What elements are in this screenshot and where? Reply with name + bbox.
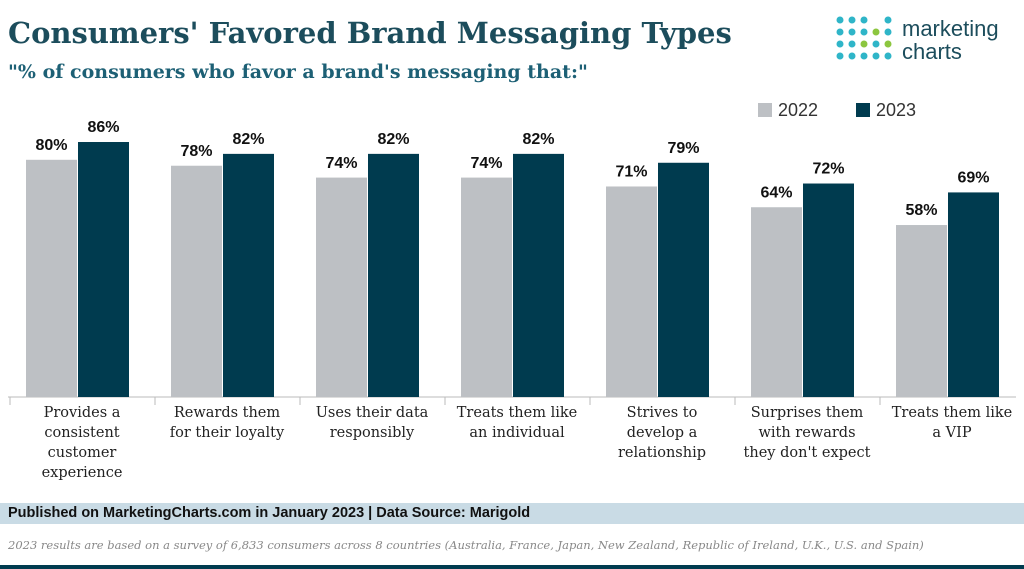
legend-label: 2023	[876, 100, 916, 120]
value-label: 79%	[667, 140, 699, 157]
x-tick-label: Treats them like an individual	[456, 405, 578, 441]
value-label: 82%	[232, 131, 264, 148]
value-label: 64%	[760, 184, 792, 201]
chart-title: Consumers' Favored Brand Messaging Types	[8, 16, 732, 50]
logo: marketing charts	[836, 16, 999, 64]
value-label: 86%	[87, 119, 119, 136]
bar	[751, 207, 802, 397]
bar	[513, 153, 564, 397]
chart: Consumers' Favored Brand Messaging Types…	[8, 16, 1016, 405]
bar	[896, 225, 947, 397]
value-label: 71%	[615, 164, 647, 181]
value-label: 58%	[905, 202, 937, 219]
bar	[171, 165, 222, 397]
value-label: 78%	[180, 143, 212, 160]
logo-text: charts	[902, 39, 962, 64]
value-label: 80%	[35, 137, 67, 154]
bar	[606, 186, 657, 397]
bar	[26, 159, 77, 397]
x-tick-label: Surprises them with rewards they don't e…	[743, 405, 871, 461]
bar	[948, 192, 999, 397]
legend-label: 2022	[778, 100, 818, 120]
legend-swatch	[758, 103, 772, 117]
bar	[223, 153, 274, 397]
x-tick-label: Treats them like a VIP	[891, 405, 1013, 441]
chart-subtitle: "% of consumers who favor a brand's mess…	[8, 61, 588, 83]
x-tick-label: Provides a consistent customer experienc…	[41, 405, 123, 481]
logo-text: marketing	[902, 16, 999, 41]
footer: Published on MarketingCharts.com in Janu…	[0, 503, 1024, 524]
legend-swatch	[856, 103, 870, 117]
x-tick-label: Rewards them for their loyalty	[169, 405, 285, 441]
value-label: 72%	[812, 161, 844, 178]
bottom-rule	[0, 565, 1024, 569]
value-label: 74%	[325, 155, 357, 172]
x-tick-label: Uses their data responsibly	[315, 405, 429, 441]
x-tick-label: Strives to develop a relationship	[617, 405, 707, 461]
bar	[368, 153, 419, 397]
bar	[316, 177, 367, 397]
value-label: 74%	[470, 155, 502, 172]
value-label: 69%	[957, 170, 989, 187]
note: 2023 results are based on a survey of 6,…	[8, 538, 924, 552]
value-label: 82%	[522, 131, 554, 148]
bar	[78, 142, 129, 397]
bar	[803, 183, 854, 397]
bar	[658, 162, 709, 397]
value-label: 82%	[377, 131, 409, 148]
bar	[461, 177, 512, 397]
